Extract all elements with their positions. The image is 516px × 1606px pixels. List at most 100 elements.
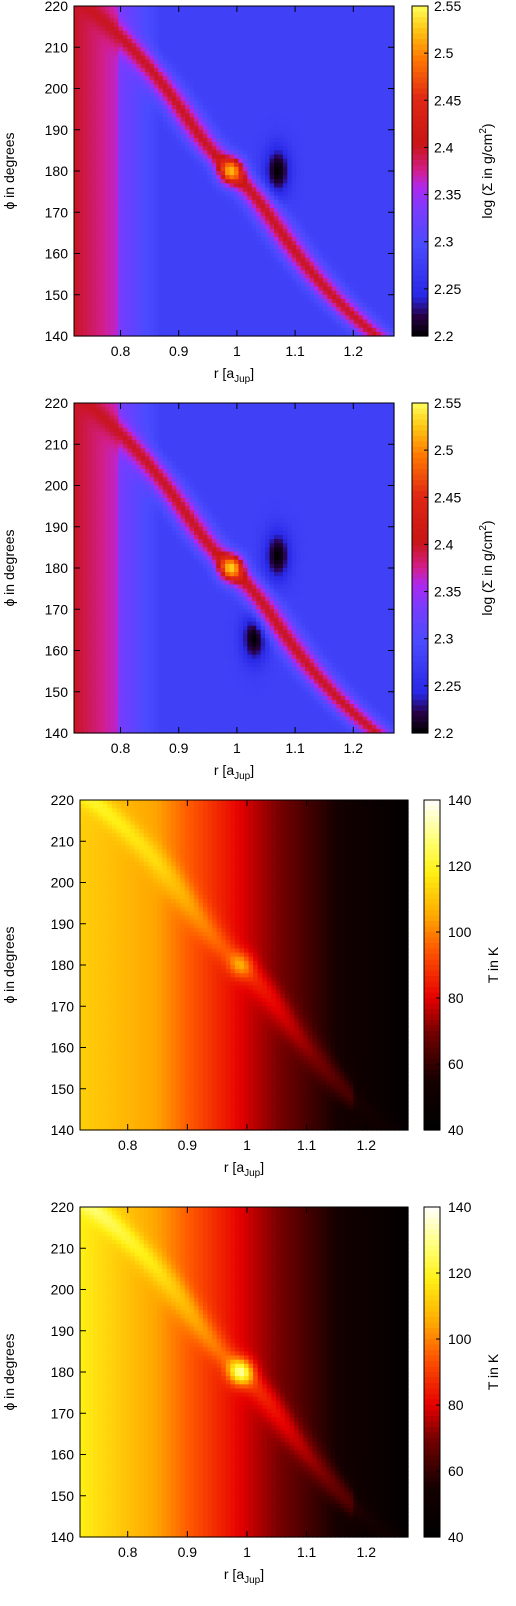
heatmap-cell bbox=[385, 72, 390, 77]
heatmap-cell bbox=[350, 274, 355, 279]
heatmap-cell bbox=[278, 134, 283, 139]
heatmap-cell bbox=[256, 126, 261, 131]
heatmap-cell bbox=[230, 64, 235, 69]
heatmap-cell bbox=[101, 208, 106, 213]
heatmap-cell bbox=[336, 216, 341, 221]
heatmap-cell bbox=[278, 146, 283, 151]
heatmap-cell bbox=[274, 274, 279, 279]
heatmap-cell bbox=[83, 93, 88, 98]
heatmap-cell bbox=[261, 6, 266, 11]
heatmap-cell bbox=[172, 51, 177, 56]
heatmap-cell bbox=[270, 159, 275, 164]
heatmap-cell bbox=[261, 117, 266, 122]
heatmap-cell bbox=[278, 171, 283, 176]
heatmap-cell bbox=[265, 89, 270, 94]
heatmap-cell bbox=[261, 14, 266, 19]
heatmap-cell bbox=[381, 93, 386, 98]
heatmap-cell bbox=[74, 192, 79, 197]
heatmap-cell bbox=[207, 23, 212, 28]
heatmap-cell bbox=[158, 97, 163, 102]
heatmap-cell bbox=[292, 134, 297, 139]
heatmap-cell bbox=[150, 237, 155, 242]
heatmap-cell bbox=[105, 72, 110, 77]
heatmap-cell bbox=[292, 130, 297, 135]
heatmap-cell bbox=[141, 134, 146, 139]
heatmap-cell bbox=[323, 274, 328, 279]
heatmap-cell bbox=[181, 97, 186, 102]
heatmap-cell bbox=[301, 270, 306, 275]
heatmap-cell bbox=[92, 274, 97, 279]
heatmap-cell bbox=[96, 97, 101, 102]
heatmap-cell bbox=[203, 122, 208, 127]
heatmap-cell bbox=[243, 134, 248, 139]
heatmap-cell bbox=[261, 225, 266, 230]
heatmap-cell bbox=[96, 31, 101, 36]
heatmap-cell bbox=[345, 122, 350, 127]
heatmap-cell bbox=[203, 72, 208, 77]
heatmap-cell bbox=[141, 14, 146, 19]
heatmap-cell bbox=[132, 39, 137, 44]
heatmap-cell bbox=[310, 84, 315, 89]
heatmap-cell bbox=[301, 93, 306, 98]
heatmap-cell bbox=[238, 97, 243, 102]
heatmap-cell bbox=[274, 163, 279, 168]
heatmap-cell bbox=[256, 241, 261, 246]
heatmap-cell bbox=[207, 138, 212, 143]
heatmap-cell bbox=[247, 225, 252, 230]
heatmap-cell bbox=[216, 192, 221, 197]
heatmap-cell bbox=[87, 134, 92, 139]
heatmap-cell bbox=[221, 233, 226, 238]
heatmap-cell bbox=[354, 80, 359, 85]
heatmap-cell bbox=[92, 113, 97, 118]
heatmap-cell bbox=[345, 233, 350, 238]
heatmap-cell bbox=[221, 101, 226, 106]
heatmap-cell bbox=[270, 134, 275, 139]
heatmap-cell bbox=[354, 138, 359, 143]
heatmap-cell bbox=[198, 183, 203, 188]
heatmap-cell bbox=[87, 18, 92, 23]
heatmap-cell bbox=[234, 68, 239, 73]
heatmap-cell bbox=[110, 6, 115, 11]
heatmap-cell bbox=[265, 101, 270, 106]
heatmap-cell bbox=[385, 262, 390, 267]
heatmap-cell bbox=[198, 35, 203, 40]
heatmap-cell bbox=[101, 80, 106, 85]
heatmap-cell bbox=[225, 216, 230, 221]
heatmap-cell bbox=[83, 287, 88, 292]
heatmap-cell bbox=[225, 109, 230, 114]
heatmap-cell bbox=[101, 291, 106, 296]
heatmap-cell bbox=[270, 72, 275, 77]
heatmap-cell bbox=[154, 159, 159, 164]
heatmap-cell bbox=[305, 27, 310, 32]
heatmap-cell bbox=[372, 43, 377, 48]
heatmap-cell bbox=[221, 105, 226, 110]
heatmap-cell bbox=[203, 155, 208, 160]
heatmap-cell bbox=[123, 113, 128, 118]
heatmap-cell bbox=[292, 225, 297, 230]
heatmap-cell bbox=[87, 126, 92, 131]
heatmap-cell bbox=[336, 142, 341, 147]
heatmap-cell bbox=[358, 258, 363, 263]
heatmap-cell bbox=[323, 146, 328, 151]
heatmap-cell bbox=[296, 163, 301, 168]
heatmap-cell bbox=[114, 241, 119, 246]
heatmap-cell bbox=[238, 225, 243, 230]
heatmap-cell bbox=[203, 35, 208, 40]
heatmap-cell bbox=[110, 109, 115, 114]
heatmap-cell bbox=[256, 146, 261, 151]
heatmap-cell bbox=[238, 159, 243, 164]
heatmap-cell bbox=[172, 287, 177, 292]
heatmap-cell bbox=[145, 159, 150, 164]
heatmap-cell bbox=[345, 216, 350, 221]
heatmap-cell bbox=[154, 278, 159, 283]
heatmap-cell bbox=[203, 192, 208, 197]
heatmap-cell bbox=[341, 150, 346, 155]
heatmap-cell bbox=[118, 35, 123, 40]
heatmap-cell bbox=[256, 93, 261, 98]
heatmap-cell bbox=[181, 134, 186, 139]
heatmap-cell bbox=[381, 270, 386, 275]
heatmap-cell bbox=[332, 237, 337, 242]
heatmap-cell bbox=[114, 113, 119, 118]
heatmap-cell bbox=[207, 6, 212, 11]
heatmap-cell bbox=[132, 72, 137, 77]
